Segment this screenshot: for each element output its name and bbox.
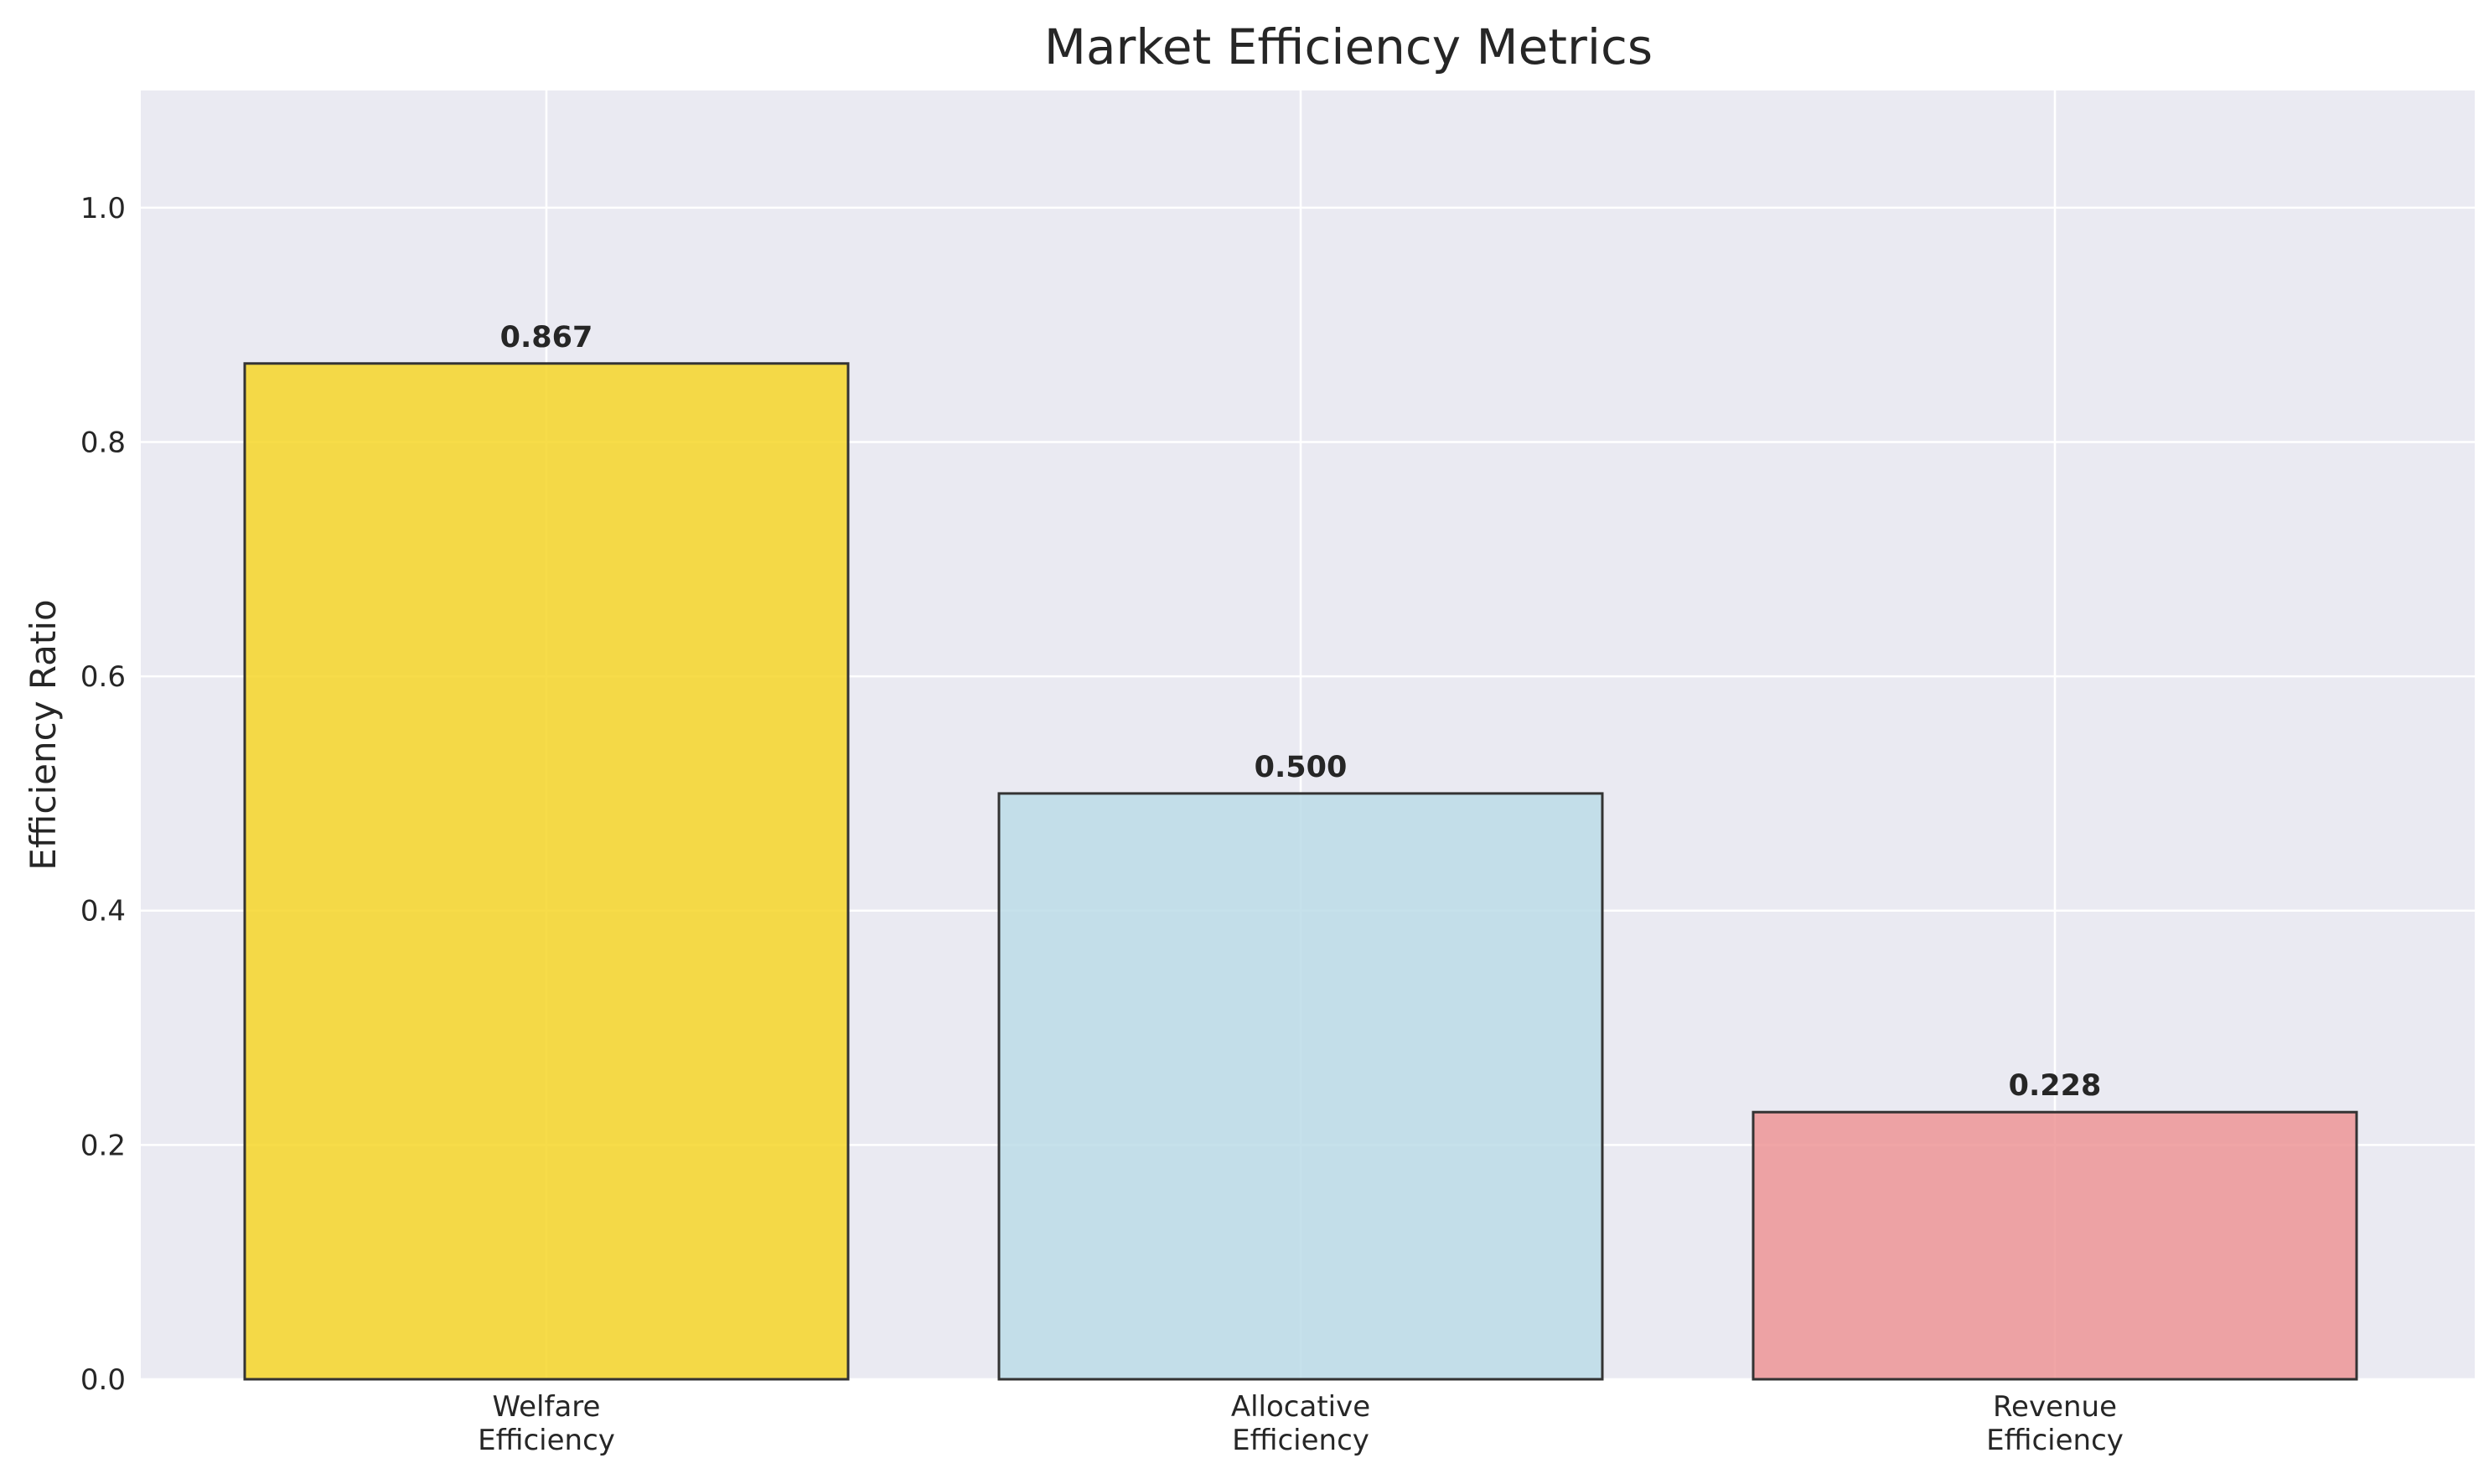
chart-title: Market Efficiency Metrics xyxy=(1044,18,1653,75)
x-tick-label-line: Allocative xyxy=(1231,1390,1370,1424)
y-tick-label: 0.0 xyxy=(80,1363,126,1397)
bar-value-label: 0.500 xyxy=(1255,751,1348,784)
bar xyxy=(1752,1110,2358,1381)
x-tick-label-line: Efficiency xyxy=(1232,1424,1369,1457)
y-tick-label: 0.8 xyxy=(80,426,126,459)
y-tick-label: 0.6 xyxy=(80,660,126,694)
y-axis-label: Efficiency Ratio xyxy=(23,599,64,871)
x-tick-label-line: Efficiency xyxy=(1986,1424,2124,1457)
bar-value-label: 0.867 xyxy=(500,321,593,354)
x-tick-label: Allocative Efficiency xyxy=(1231,1390,1370,1457)
x-tick-label: Revenue Efficiency xyxy=(1986,1390,2124,1457)
bar xyxy=(997,792,1604,1381)
x-tick-label-line: Revenue xyxy=(1993,1390,2117,1424)
y-tick-label: 1.0 xyxy=(80,192,126,225)
y-axis-ticks: 0.0 0.2 0.4 0.6 0.8 1.0 xyxy=(80,192,126,1397)
bar-value-label: 0.228 xyxy=(2009,1069,2102,1103)
x-tick-label-line: Welfare xyxy=(493,1390,601,1424)
y-tick-label: 0.4 xyxy=(80,895,126,928)
x-tick-label: Welfare Efficiency xyxy=(478,1390,615,1457)
bar xyxy=(243,362,850,1381)
data-labels: 0.867 0.500 0.228 xyxy=(500,321,2102,1103)
x-tick-label-line: Efficiency xyxy=(478,1424,615,1457)
bars xyxy=(243,362,2358,1381)
y-tick-label: 0.2 xyxy=(80,1129,126,1162)
